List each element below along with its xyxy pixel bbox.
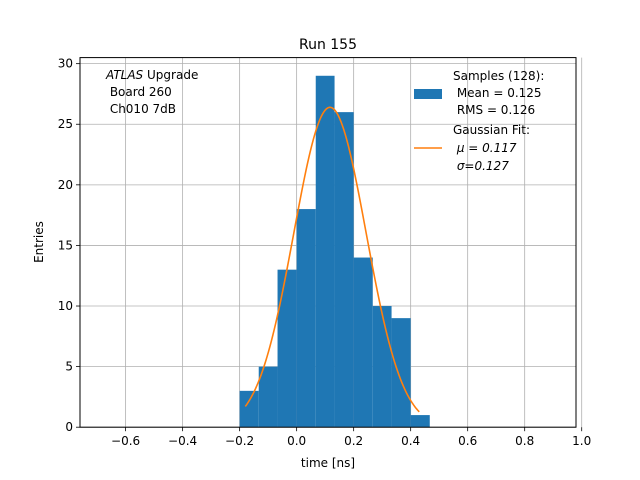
chart-title: Run 155 (299, 37, 357, 53)
histogram-bar (315, 75, 335, 428)
histogram-bar (391, 318, 411, 428)
gaussian-fit-curve (244, 106, 420, 413)
annotation-line-2: Board 260 (106, 85, 172, 99)
x-tick-label: 0.6 (458, 434, 477, 448)
x-tick-label: 0.8 (515, 434, 534, 448)
legend-samples-rms: RMS = 0.126 (453, 103, 535, 117)
x-tick-label: −0.6 (111, 434, 140, 448)
plot-frame (79, 57, 577, 428)
histogram-bar (353, 257, 373, 428)
legend-fit-sigma: σ=0.127 (453, 159, 509, 173)
histogram-bar (410, 415, 430, 428)
fit-line (244, 106, 420, 413)
legend: Samples (128): Mean = 0.125 RMS = 0.126 … (414, 69, 544, 173)
histogram-bar (334, 112, 354, 428)
legend-samples-swatch (414, 89, 442, 99)
y-tick-label: 30 (58, 57, 73, 71)
y-tick-label: 0 (65, 420, 73, 434)
x-axis-ticks: −0.6 −0.4 −0.2 0.0 0.2 0.4 0.6 0.8 1.0 (111, 427, 591, 448)
legend-fit-title: Gaussian Fit: (453, 123, 530, 137)
annotation-atlas: ATLAS (105, 68, 144, 82)
histogram-bar (258, 366, 278, 428)
histogram-bar (372, 306, 392, 428)
x-axis-label: time [ns] (301, 456, 355, 470)
y-tick-label: 5 (65, 360, 73, 374)
y-tick-label: 15 (58, 238, 73, 252)
annotation-block: ATLAS Upgrade Board 260 Ch010 7dB (105, 68, 198, 116)
annotation-line-3: Ch010 7dB (106, 102, 176, 116)
histogram-bar (239, 390, 259, 428)
legend-samples-mean: Mean = 0.125 (453, 86, 542, 100)
legend-fit-mu: μ = 0.117 (453, 141, 517, 155)
annotation-upgrade: Upgrade (147, 68, 198, 82)
y-tick-label: 25 (58, 117, 73, 131)
x-tick-label: 0.2 (344, 434, 363, 448)
y-tick-label: 10 (58, 299, 73, 313)
x-tick-label: 0.4 (401, 434, 420, 448)
x-tick-label: 0.0 (287, 434, 306, 448)
legend-samples-title: Samples (128): (453, 69, 544, 83)
histogram-bar (296, 209, 316, 428)
annotation-line-1: ATLAS Upgrade (105, 68, 198, 82)
y-axis-label: Entries (32, 221, 46, 263)
histogram-bars (239, 75, 430, 428)
x-tick-label: −0.4 (168, 434, 197, 448)
y-axis-ticks: 0 5 10 15 20 25 30 (58, 57, 80, 434)
x-tick-label: −0.2 (225, 434, 254, 448)
x-tick-label: 1.0 (572, 434, 591, 448)
y-tick-label: 20 (58, 178, 73, 192)
histogram-bar (277, 269, 297, 428)
